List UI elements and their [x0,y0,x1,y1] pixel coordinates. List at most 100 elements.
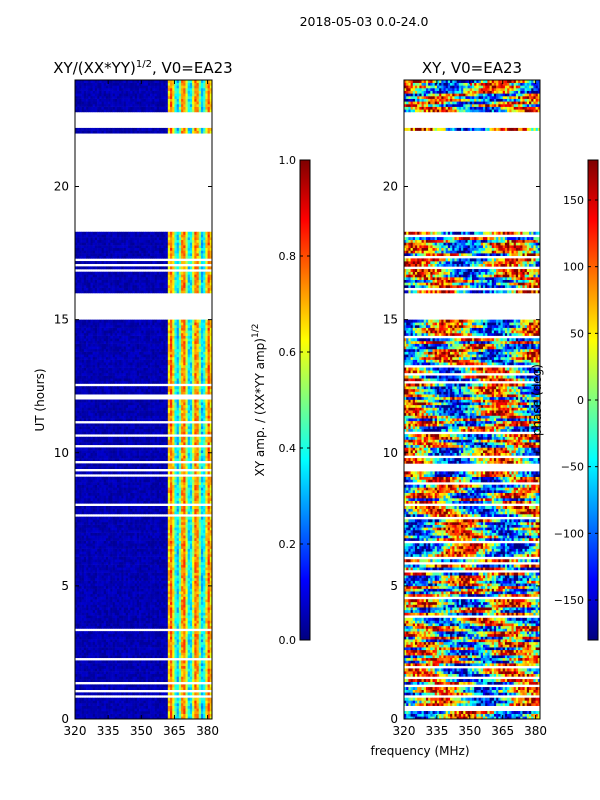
heatmap-cell [207,625,211,629]
heatmap-cell [172,588,175,592]
heatmap-cell [203,577,206,581]
heatmap-cell [86,577,89,581]
heatmap-cell [156,697,160,701]
heatmap-cell [86,588,89,592]
heatmap-cell [203,631,206,635]
heatmap-cell [105,527,109,531]
heatmap-cell [174,569,177,573]
heatmap-cell [205,585,208,589]
heatmap-cell [97,711,100,714]
heatmap-cell [200,516,204,520]
heatmap-cell [143,593,147,597]
heatmap-cell [141,548,144,552]
heatmap-cell [187,615,191,619]
heatmap-cell [163,623,166,627]
heatmap-cell [145,617,149,621]
heatmap-cell [203,652,206,656]
heatmap-cell [158,599,162,603]
heatmap-cell [192,660,195,664]
heatmap-cell [112,527,116,531]
heatmap-cell [147,537,151,541]
heatmap-cell [178,612,182,616]
heatmap-cell [139,567,142,571]
heatmap-cell [99,561,102,565]
heatmap-cell [136,652,140,656]
heatmap-cell [163,609,166,613]
heatmap-cell [116,604,120,608]
heatmap-cell [207,498,211,501]
heatmap-cell [207,569,211,573]
heatmap-cell [83,524,87,528]
heatmap-cell [167,527,171,531]
heatmap-cell [83,639,87,643]
heatmap-cell [200,487,204,491]
heatmap-cell [189,511,193,515]
heatmap-cell [86,673,89,677]
heatmap-cell [145,639,149,643]
heatmap-cell [75,599,78,603]
heatmap-cell [141,601,144,605]
heatmap-cell [156,583,160,587]
heatmap-cell [139,484,142,488]
heatmap-cell [192,596,195,600]
heatmap-cell [136,559,140,563]
heatmap-cell [112,703,116,706]
heatmap-cell [170,641,173,645]
heatmap-cell [163,636,166,640]
heatmap-cell [110,511,113,515]
heatmap-cell [97,516,100,520]
heatmap-cell [174,559,177,563]
heatmap-cell [150,495,153,499]
heatmap-cell [145,492,149,496]
heatmap-cell [154,705,158,709]
heatmap-cell [83,575,87,579]
heatmap-cell [172,511,175,515]
heatmap-cell [152,535,155,539]
heatmap-cell [92,556,96,560]
heatmap-cell [192,663,195,667]
heatmap-cell [97,559,100,563]
heatmap-cell [134,601,138,605]
heatmap-cell [187,644,191,648]
heatmap-cell [141,593,144,597]
heatmap-cell [83,641,87,645]
heatmap-cell [116,490,120,493]
heatmap-cell [176,591,180,595]
heatmap-cell [139,617,142,621]
heatmap-cell [147,490,151,493]
heatmap-cell [130,506,133,509]
heatmap-cell [94,700,98,704]
heatmap-cell [161,575,164,579]
heatmap-cell [158,553,162,557]
heatmap-cell [154,583,158,587]
heatmap-cell [194,673,197,677]
heatmap-cell [132,705,135,709]
heatmap-cell [83,700,87,704]
heatmap-cell [139,671,142,675]
heatmap-cell [105,564,109,568]
heatmap-cell [103,660,107,664]
heatmap-cell [121,703,124,706]
heatmap-cell [141,617,144,621]
heatmap-cell [108,633,111,637]
heatmap-cell [134,652,138,656]
heatmap-cell [189,604,193,608]
heatmap-cell [90,492,93,496]
heatmap-cell [125,540,129,544]
heatmap-cell [125,524,129,528]
heatmap-cell [154,551,158,555]
heatmap-cell [172,569,175,573]
heatmap-cell [150,575,153,579]
heatmap-cell [136,543,140,547]
heatmap-cell [152,567,155,571]
heatmap-cell [97,660,100,664]
heatmap-cell [207,713,211,717]
heatmap-cell [139,508,142,512]
heatmap-cell [77,655,80,659]
heatmap-cell [101,668,105,672]
heatmap-cell [181,705,184,709]
heatmap-cell [97,649,100,653]
heatmap-cell [183,692,186,696]
heatmap-cell [94,585,98,589]
heatmap-cell [170,529,173,533]
